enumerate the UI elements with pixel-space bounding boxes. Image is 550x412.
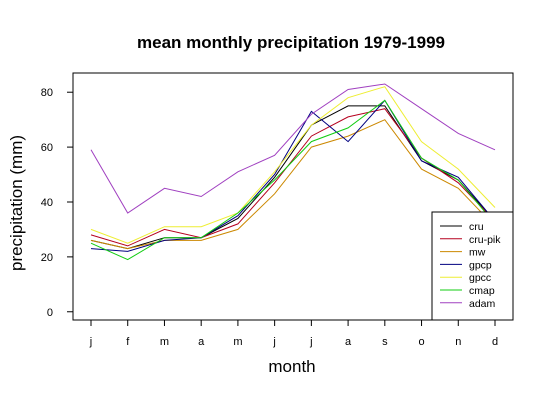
legend-label-gpcp: gpcp [469, 259, 492, 271]
x-tick-label: f [126, 336, 130, 348]
plot-frame [72, 72, 514, 321]
x-tick-label: a [345, 336, 352, 348]
legend-label-adam: adam [469, 298, 496, 310]
series-layer [90, 83, 496, 261]
legend-label-gpcc: gpcc [469, 272, 491, 284]
x-tick-label: m [233, 336, 242, 348]
legend-label-cru: cru [469, 221, 484, 233]
legend-label-cru-pik: cru-pik [469, 234, 501, 246]
y-tick-label: 60 [41, 142, 53, 154]
x-tick-label: m [160, 336, 169, 348]
series-line-gpcc [90, 86, 496, 244]
x-tick-label: o [418, 336, 424, 348]
axes-layer: j f m a m j j a s o n d 0 20 40 60 80 [41, 87, 498, 348]
x-tick-label: s [382, 336, 388, 348]
y-tick-label: 80 [41, 87, 53, 99]
y-tick-label: 0 [47, 307, 53, 319]
series-line-cmap [90, 99, 496, 261]
chart-title: mean monthly precipitation 1979-1999 [137, 33, 445, 52]
legend-label-cmap: cmap [469, 285, 495, 297]
x-tick-label: j [272, 336, 275, 348]
legend-label-mw: mw [469, 247, 486, 259]
x-tick-label: j [89, 336, 92, 348]
x-tick-label: n [455, 336, 461, 348]
series-line-adam [90, 83, 496, 214]
x-axis-title: month [268, 357, 315, 376]
y-tick-label: 20 [41, 252, 53, 264]
x-tick-label: j [309, 336, 312, 348]
x-tick-label: d [492, 336, 498, 348]
y-tick-label: 40 [41, 197, 53, 209]
legend-box [431, 211, 514, 321]
series-line-gpcp [90, 99, 496, 252]
y-axis-title: precipitation (mm) [7, 135, 26, 271]
x-tick-label: a [198, 336, 205, 348]
